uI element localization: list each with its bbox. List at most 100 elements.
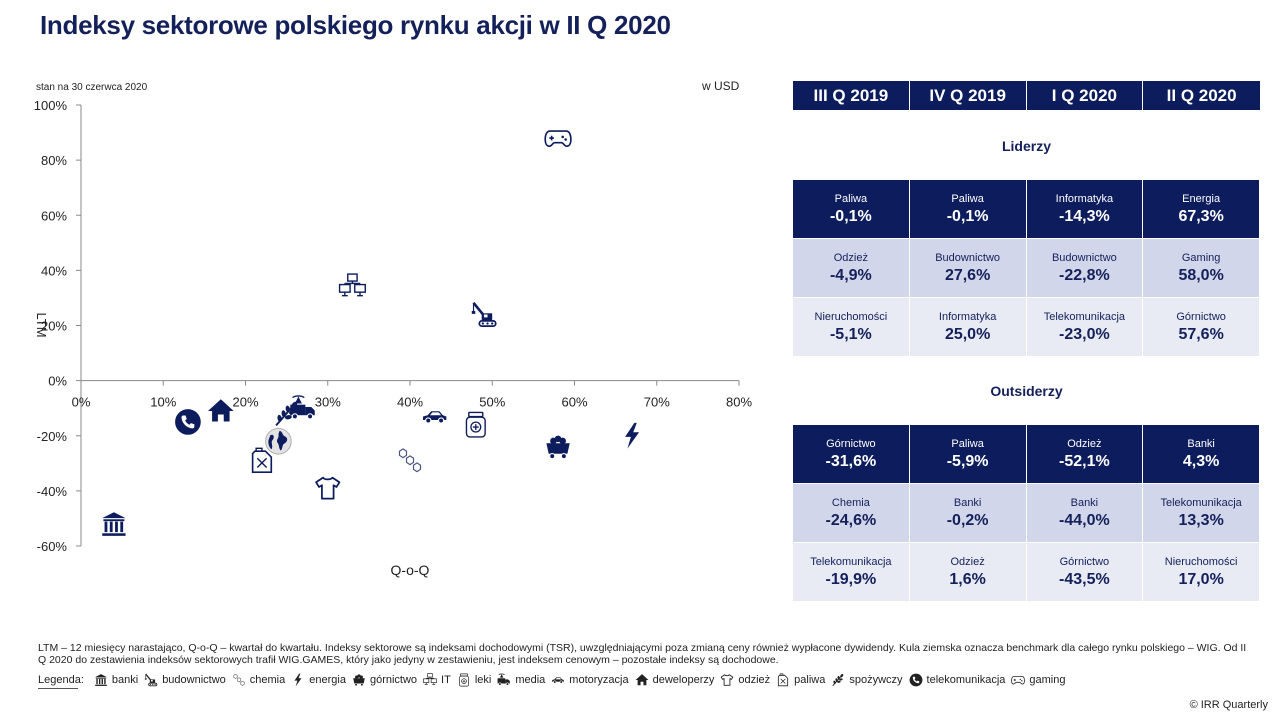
table-cell: Energia 67,3% (1143, 180, 1260, 239)
legend-item: chemia (232, 673, 285, 687)
sector-return: -19,9% (825, 570, 877, 588)
table-cell: Górnictwo -43,5% (1026, 543, 1144, 602)
outsiders-table: Górnictwo -31,6% Paliwa -5,9% Odzież -52,1% Ba… (793, 425, 1260, 602)
sector-name: Telekomunikacja (1160, 496, 1242, 509)
data-point-car-icon (423, 411, 447, 424)
sector-return: -0,1% (946, 207, 989, 225)
sector-return: -44,0% (1059, 511, 1110, 529)
table-cell: Banki 4,3% (1143, 425, 1260, 484)
legend-item: górnictwo (352, 673, 417, 687)
sector-return: 4,3% (1182, 452, 1220, 470)
house-icon (207, 399, 234, 422)
legend-item: gaming (1011, 673, 1065, 687)
globe-icon (265, 427, 292, 455)
table-cell: Informatyka -14,3% (1026, 180, 1144, 239)
y-tick-label: -40% (37, 484, 68, 499)
shirt-icon (315, 476, 341, 500)
sector-name: Banki (1187, 437, 1215, 450)
mine-cart-icon (353, 674, 365, 687)
legend-item: motoryzacja (551, 673, 629, 687)
legend-item-label: leki (474, 674, 492, 686)
x-tick-label: 10% (150, 395, 176, 410)
sector-name: Budownictwo (1051, 251, 1117, 264)
table-cell: Paliwa -0,1% (793, 180, 910, 239)
legend-item-label: spożywczy (849, 674, 903, 686)
y-tick-label: 60% (41, 208, 67, 223)
x-tick-label: 80% (726, 395, 752, 410)
table-cell: Górnictwo -31,6% (793, 425, 910, 484)
legend-item: IT (423, 673, 451, 687)
media-truck-icon (290, 395, 315, 420)
legend-item: media (497, 673, 545, 687)
shirt-icon (721, 674, 734, 686)
sector-name: Odzież (833, 251, 868, 264)
x-tick-label: 40% (397, 395, 423, 410)
y-tick-label: -60% (37, 539, 68, 554)
y-tick-label: 80% (41, 153, 67, 168)
crane-icon (471, 301, 497, 328)
sector-name: Nieruchomości (1164, 555, 1238, 568)
legend-item: banki (94, 673, 138, 687)
legend-item: odzież (720, 673, 770, 687)
wheat-icon (832, 674, 844, 687)
molecule-icon (233, 673, 245, 686)
legend-item-label: budownictwo (162, 674, 226, 686)
sector-return: -52,1% (1059, 452, 1110, 470)
sector-name: Odzież (950, 555, 985, 568)
legend-item-label: deweloperzy (652, 674, 715, 686)
quarter-header: I Q 2020 (1026, 81, 1144, 110)
lightning-icon (625, 422, 640, 449)
sector-name: Nieruchomości (814, 310, 888, 323)
sector-return: -23,0% (1059, 325, 1110, 343)
sector-return: -43,5% (1059, 570, 1110, 588)
table-cell: Odzież 1,6% (909, 543, 1027, 602)
data-point-fuel-can-icon (251, 447, 273, 474)
sector-name: Informatyka (938, 310, 997, 323)
computers-icon (338, 273, 366, 297)
table-cell: Banki -0,2% (909, 484, 1027, 543)
molecule-icon (398, 448, 422, 473)
table-cell: Nieruchomości -5,1% (793, 298, 910, 357)
data-point-lightning-icon (625, 422, 640, 449)
legend-item-label: IT (441, 674, 451, 686)
phone-icon (909, 673, 922, 687)
lightning-icon (294, 673, 302, 687)
table-cell: Banki -44,0% (1026, 484, 1144, 543)
y-tick-label: 100% (34, 98, 68, 113)
legend-item: spożywczy (831, 673, 903, 687)
data-point-house-icon (207, 399, 234, 422)
pill-bottle-icon (465, 411, 486, 438)
sector-name: Paliwa (951, 437, 984, 450)
legend-item: paliwa (776, 673, 825, 687)
sector-name: Energia (1182, 192, 1221, 205)
data-point-media-truck-icon (290, 395, 315, 420)
copyright: © IRR Quarterly (1189, 699, 1268, 711)
outsiders-title: Outsiderzy (990, 383, 1063, 399)
scatter-chart: 100% 80% 60% 40% 20% 0% -20% -40% -60% 0% 10% 20% 30… (34, 98, 753, 578)
bank-icon (95, 674, 107, 686)
table-cell: Gaming 58,0% (1143, 239, 1260, 298)
leaders-title: Liderzy (1001, 138, 1051, 154)
car-icon (552, 677, 565, 684)
sector-return: 67,3% (1178, 207, 1224, 225)
legend-item: energia (291, 673, 346, 687)
sector-name: Paliwa (951, 192, 984, 205)
legend-item-label: gaming (1029, 674, 1066, 686)
car-icon (423, 411, 447, 424)
table-cell: Budownictwo 27,6% (909, 239, 1027, 298)
legend-item-label: chemia (249, 674, 286, 686)
data-point-globe-icon (265, 427, 292, 455)
x-axis-label: Q-o-Q (391, 562, 430, 578)
sector-name: Górnictwo (1176, 310, 1226, 323)
sector-name: Banki (953, 496, 982, 509)
x-tick-label: 20% (232, 395, 258, 410)
legend-item-label: górnictwo (369, 674, 418, 686)
quarter-header: III Q 2019 (793, 81, 910, 110)
leaders-table: Paliwa -0,1% Paliwa -0,1% Informatyka -14,3% E… (793, 180, 1260, 357)
crane-icon (145, 673, 158, 687)
legend-item-label: telekomunikacja (926, 674, 1006, 686)
legend-item-label: energia (309, 674, 346, 686)
quarter-header-row: III Q 2019 IV Q 2019 I Q 2020 II Q 2020 (793, 81, 1260, 110)
table-cell: Odzież -52,1% (1026, 425, 1144, 484)
x-tick-label: 70% (644, 395, 670, 410)
